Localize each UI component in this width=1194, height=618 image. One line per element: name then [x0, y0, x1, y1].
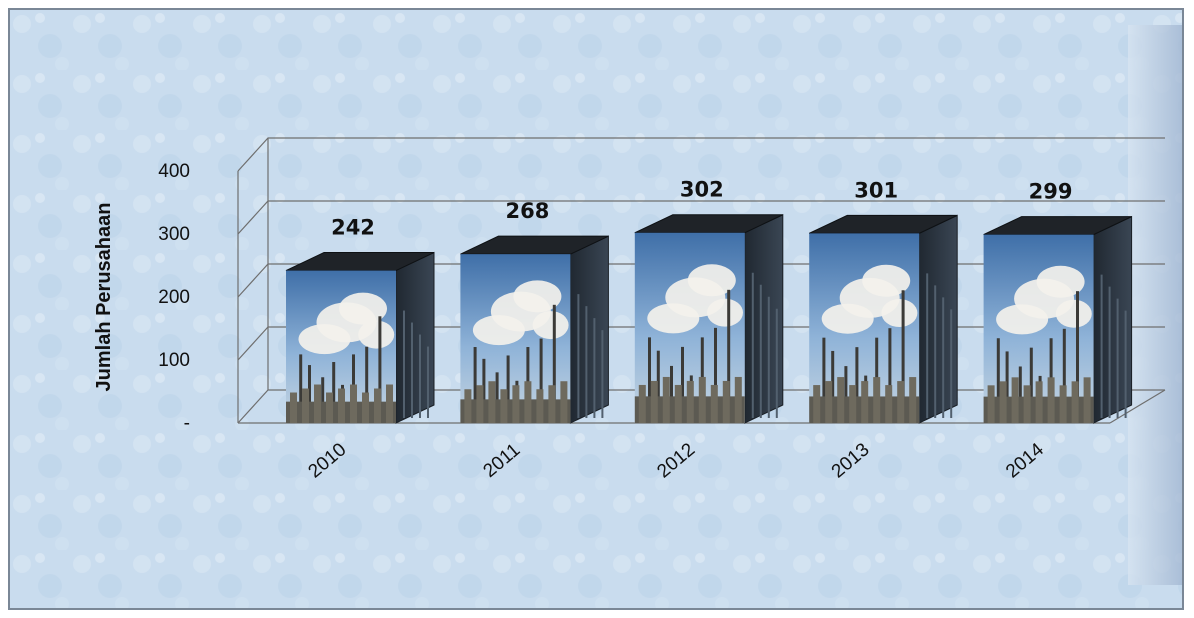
floor-edge [1109, 389, 1166, 424]
chart-frame: -100 200 300 400 242 268 302 301 299 2010 2011 20… [8, 8, 1184, 610]
bar [285, 251, 435, 424]
y-tick-label: 100 [158, 350, 190, 371]
data-label: 242 [331, 216, 375, 240]
bar [983, 215, 1133, 424]
y-tick-label: 300 [158, 224, 190, 245]
bar [808, 214, 958, 424]
y-tick-label: - [184, 413, 190, 434]
bar [460, 235, 609, 424]
data-labels: 242 268 302 301 299 [331, 178, 1072, 240]
y-tick-label: 200 [158, 287, 190, 308]
bars [285, 213, 1133, 424]
data-label: 299 [1029, 180, 1073, 204]
y-tick-label: 400 [158, 161, 190, 182]
data-label: 302 [680, 178, 724, 202]
data-label: 301 [854, 178, 898, 202]
y-axis-ticks: - 100 200 300 400 [158, 161, 190, 434]
bar [634, 213, 784, 424]
data-label: 268 [505, 199, 549, 223]
y-axis-label: Jumlah Perusahaan [93, 203, 115, 392]
